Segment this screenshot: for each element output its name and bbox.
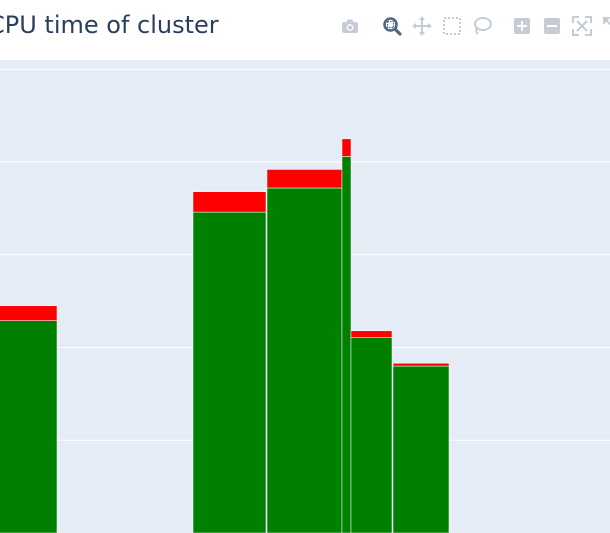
bar-red-3 <box>266 169 343 189</box>
zoom-in-icon[interactable] <box>510 14 534 38</box>
bar-red-1 <box>0 305 58 321</box>
camera-icon[interactable] <box>338 14 362 38</box>
plot-area <box>0 60 610 533</box>
zoom-icon[interactable] <box>380 14 404 38</box>
chart-title: CPU time of cluster <box>0 11 219 39</box>
bar-red-6 <box>392 363 450 367</box>
bar-green-3 <box>266 187 343 533</box>
reset-axes-icon[interactable] <box>600 14 610 38</box>
bar-green-4 <box>341 156 352 533</box>
bar-green-5 <box>350 337 393 533</box>
lasso-icon[interactable] <box>470 14 494 38</box>
box-select-icon[interactable] <box>440 14 464 38</box>
zoom-out-icon[interactable] <box>540 14 564 38</box>
autoscale-icon[interactable] <box>570 14 594 38</box>
bar-red-4 <box>341 138 352 157</box>
bar-red-5 <box>350 330 393 338</box>
bar-green-1 <box>0 320 58 533</box>
pan-icon[interactable] <box>410 14 434 38</box>
bars <box>0 138 450 533</box>
bar-red-2 <box>192 191 267 213</box>
bar-green-6 <box>392 365 450 533</box>
bar-green-2 <box>192 211 267 533</box>
